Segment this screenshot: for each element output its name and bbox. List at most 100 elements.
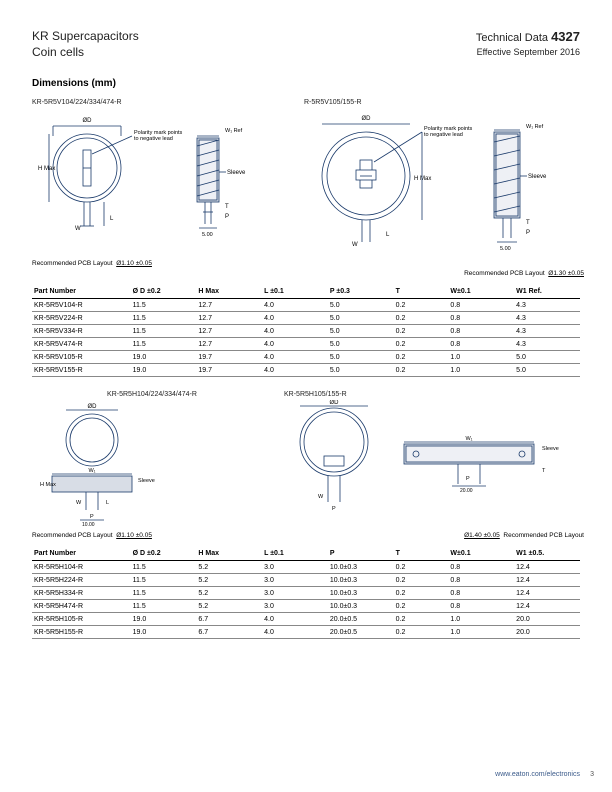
svg-text:Sleeve: Sleeve xyxy=(528,174,547,180)
pcb-note-left: Recommended PCB Layout Ø1.10 ±0.05 xyxy=(32,260,292,267)
table-cell: 11.5 xyxy=(131,325,197,338)
table-cell: 20.0 xyxy=(514,626,580,639)
table-cell: 20.0 xyxy=(514,613,580,626)
column-header: Part Number xyxy=(32,285,131,299)
column-header: W1 ±0.5. xyxy=(514,547,580,561)
table-cell: 19.7 xyxy=(196,351,262,364)
table-cell: 12.7 xyxy=(196,325,262,338)
pcb-label: Recommended PCB Layout xyxy=(503,532,584,539)
pcb-label: Recommended PCB Layout xyxy=(32,532,113,539)
svg-text:H Max: H Max xyxy=(40,482,56,488)
table-cell: 4.0 xyxy=(262,325,328,338)
table-cell: KR-5R5V104-R xyxy=(32,299,131,312)
svg-text:ØD: ØD xyxy=(88,404,98,410)
table-cell: KR-5R5V474-R xyxy=(32,338,131,351)
table-cell: 10.0±0.3 xyxy=(328,600,394,613)
diagram-label: R-5R5V105/155-R xyxy=(304,99,584,106)
table-header-row: Part NumberØ D ±0.2H MaxL ±0.1P ±0.3TW±0… xyxy=(32,285,580,299)
table-cell: 3.0 xyxy=(262,600,328,613)
svg-text:to negative lead: to negative lead xyxy=(424,132,463,138)
table-cell: 19.0 xyxy=(131,364,197,377)
svg-text:W₁ Ref: W₁ Ref xyxy=(225,128,243,134)
table-row: KR-5R5V155-R19.019.74.05.00.21.05.0 xyxy=(32,364,580,377)
vertical-cap-diagram-small: ØD Polarity mark points to negative lead… xyxy=(32,108,292,258)
column-header: P xyxy=(328,547,394,561)
svg-text:to negative lead: to negative lead xyxy=(134,136,173,142)
table-cell: 12.4 xyxy=(514,574,580,587)
page-number: 3 xyxy=(590,771,594,778)
table-cell: 12.4 xyxy=(514,587,580,600)
column-header: P ±0.3 xyxy=(328,285,394,299)
tech-data-label: Technical Data xyxy=(476,32,548,44)
svg-text:P: P xyxy=(332,506,336,512)
top-left-diagram: KR-5R5V104/224/334/474-R ØD xyxy=(32,99,292,267)
svg-text:10.00: 10.00 xyxy=(82,522,95,528)
svg-text:W: W xyxy=(75,226,81,232)
table-row: KR-5R5V105-R19.019.74.05.00.21.05.0 xyxy=(32,351,580,364)
table-cell: 0.8 xyxy=(448,561,514,574)
table-cell: 10.0±0.3 xyxy=(328,574,394,587)
table-cell: 5.0 xyxy=(328,299,394,312)
svg-text:L: L xyxy=(106,500,109,506)
table-cell: 4.0 xyxy=(262,338,328,351)
table-cell: KR-5R5H224-R xyxy=(32,574,131,587)
svg-text:Sleeve: Sleeve xyxy=(542,446,559,452)
table-cell: 11.5 xyxy=(131,561,197,574)
page-header: KR Supercapacitors Coin cells Technical … xyxy=(32,28,580,60)
pcb-hole: Ø1.10 ±0.05 xyxy=(116,532,152,539)
table-cell: KR-5R5V334-R xyxy=(32,325,131,338)
table-cell: 6.7 xyxy=(196,613,262,626)
table-cell: 4.3 xyxy=(514,325,580,338)
column-header: Part Number xyxy=(32,547,131,561)
table-cell: 5.0 xyxy=(514,364,580,377)
table-cell: 0.2 xyxy=(394,299,449,312)
table-cell: 4.0 xyxy=(262,364,328,377)
bottom-right-diagram: KR-5R5H105/155-R ØD W P Sleev xyxy=(284,391,584,539)
table-vertical: Part NumberØ D ±0.2H MaxL ±0.1P ±0.3TW±0… xyxy=(32,285,580,377)
column-header: W1 Ref. xyxy=(514,285,580,299)
table-cell: 4.0 xyxy=(262,613,328,626)
table-cell: 4.3 xyxy=(514,338,580,351)
table-cell: 5.0 xyxy=(328,338,394,351)
table-cell: KR-5R5H104-R xyxy=(32,561,131,574)
table-cell: 1.0 xyxy=(448,364,514,377)
table-cell: 0.8 xyxy=(448,574,514,587)
svg-text:Sleeve: Sleeve xyxy=(138,478,155,484)
table-cell: 4.0 xyxy=(262,351,328,364)
table-cell: 0.8 xyxy=(448,312,514,325)
table-row: KR-5R5H105-R19.06.74.020.0±0.50.21.020.0 xyxy=(32,613,580,626)
table-cell: 5.2 xyxy=(196,561,262,574)
column-header: H Max xyxy=(196,547,262,561)
footer-url: www.eaton.com/electronics xyxy=(495,771,580,778)
table-cell: KR-5R5H155-R xyxy=(32,626,131,639)
diagram-label: KR-5R5H105/155-R xyxy=(284,391,584,398)
svg-text:H Max: H Max xyxy=(38,166,55,172)
table-cell: 20.0±0.5 xyxy=(328,613,394,626)
table-cell: 0.8 xyxy=(448,299,514,312)
table-cell: 0.8 xyxy=(448,600,514,613)
table-cell: 5.2 xyxy=(196,587,262,600)
horizontal-cap-diagram-small: ØD Sleeve H Max W₁ W L P 10.00 xyxy=(32,400,272,530)
table-row: KR-5R5H224-R11.55.23.010.0±0.30.20.812.4 xyxy=(32,574,580,587)
svg-text:H Max: H Max xyxy=(414,176,431,182)
table-row: KR-5R5H474-R11.55.23.010.0±0.30.20.812.4 xyxy=(32,600,580,613)
table-cell: 11.5 xyxy=(131,312,197,325)
svg-text:ØD: ØD xyxy=(83,118,93,124)
table-cell: 12.4 xyxy=(514,600,580,613)
diagram-label: KR-5R5V104/224/334/474-R xyxy=(32,99,292,106)
svg-text:5.00: 5.00 xyxy=(500,246,511,252)
svg-text:P: P xyxy=(526,230,530,236)
table-cell: 0.2 xyxy=(394,312,449,325)
table-cell: 5.2 xyxy=(196,574,262,587)
table-cell: 5.0 xyxy=(328,364,394,377)
pcb-note: Recommended PCB Layout Ø1.10 ±0.05 xyxy=(32,532,272,539)
pcb-hole: Ø1.40 ±0.05 xyxy=(464,532,500,539)
table-cell: KR-5R5H474-R xyxy=(32,600,131,613)
table-cell: 20.0±0.5 xyxy=(328,626,394,639)
table-cell: 0.2 xyxy=(394,325,449,338)
table-cell: 0.2 xyxy=(394,561,449,574)
table-cell: 0.8 xyxy=(448,338,514,351)
table-cell: 1.0 xyxy=(448,626,514,639)
svg-text:P: P xyxy=(466,476,470,482)
table-cell: 0.8 xyxy=(448,325,514,338)
